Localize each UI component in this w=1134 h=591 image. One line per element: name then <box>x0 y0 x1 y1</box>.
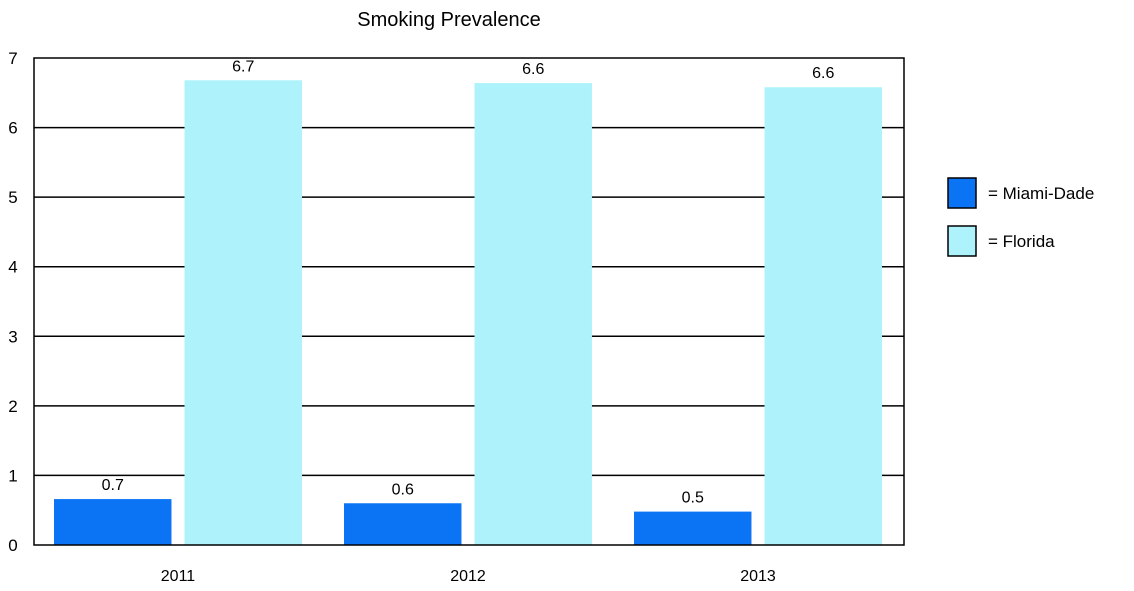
data-label: 0.5 <box>682 490 704 507</box>
y-tick-label: 6 <box>8 119 17 138</box>
chart-title: Smoking Prevalence <box>357 9 540 31</box>
y-tick-label: 1 <box>8 466 17 485</box>
bar <box>634 511 752 545</box>
legend-label: = Miami-Dade <box>988 184 1094 203</box>
data-label: 6.7 <box>232 58 254 75</box>
y-tick-label: 7 <box>8 49 17 68</box>
y-tick-label: 4 <box>8 258 17 277</box>
x-tick-label: 2012 <box>450 568 486 585</box>
plot-frame <box>33 57 905 546</box>
x-tick-label: 2013 <box>740 568 776 585</box>
y-tick-label: 0 <box>8 536 17 555</box>
x-tick-label: 2011 <box>161 568 196 585</box>
y-axis-ticks: 0 1 2 3 4 5 6 7 <box>8 49 17 555</box>
bar <box>344 503 462 545</box>
data-label: 0.6 <box>392 481 414 498</box>
y-tick-label: 2 <box>8 397 17 416</box>
gridlines <box>34 126 904 477</box>
bar <box>184 80 302 546</box>
x-axis-ticks: 2011 2012 2013 <box>161 568 776 585</box>
legend-swatch <box>947 225 977 257</box>
y-tick-label: 3 <box>8 327 17 346</box>
legend-label: = Florida <box>988 232 1055 251</box>
data-label: 6.6 <box>812 65 834 82</box>
legend-swatch <box>947 177 977 209</box>
bar <box>54 499 172 545</box>
legend: = Miami-Dade = Florida <box>947 177 1094 257</box>
data-labels: 0.7 6.7 0.6 6.6 0.5 6.6 <box>102 58 835 506</box>
data-label: 0.7 <box>102 477 124 494</box>
data-label: 6.6 <box>522 61 544 78</box>
bar <box>764 87 882 545</box>
bars <box>54 80 882 546</box>
y-tick-label: 5 <box>8 188 17 207</box>
bar <box>474 83 592 545</box>
